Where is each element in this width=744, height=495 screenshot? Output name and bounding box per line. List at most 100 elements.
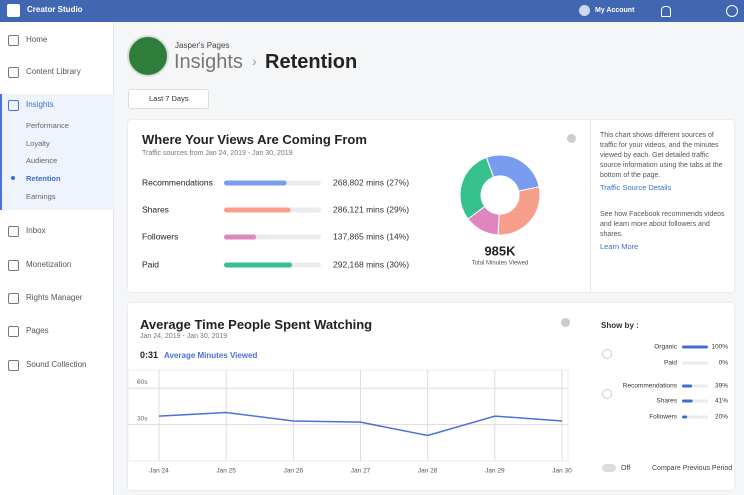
help[interactable]	[726, 5, 738, 17]
show-by-name: Recommendations	[623, 383, 678, 390]
bar	[224, 207, 291, 213]
nav-item[interactable]: Insights	[26, 100, 54, 109]
nav-subitem[interactable]: Audience	[26, 156, 58, 165]
nav-icon	[8, 100, 19, 111]
x-tick-label: Jan 24	[149, 468, 169, 475]
nav-subitem[interactable]: Earnings	[26, 192, 56, 201]
bar	[682, 345, 708, 349]
nav-icon	[8, 293, 19, 304]
top-bar: Creator Studio My Account	[0, 0, 744, 22]
section: Insights	[174, 51, 243, 73]
page-avatar	[127, 35, 169, 77]
traffic-card: Where Your Views Are Coming From Traffic…	[128, 120, 734, 292]
title: Retention	[265, 51, 358, 73]
filter-label: Last 7 Days	[149, 94, 189, 103]
source-name: Paid	[142, 259, 159, 269]
info-text: This chart shows different sources of tr…	[600, 132, 723, 179]
show-by-name: Paid	[664, 360, 677, 367]
nav-item[interactable]: Inbox	[26, 226, 46, 235]
donut-slice	[485, 154, 540, 192]
account-menu[interactable]: My Account	[595, 7, 635, 14]
compare-label: Compare Previous Period	[652, 465, 733, 472]
link[interactable]: Traffic Source Details	[600, 183, 672, 192]
nav-item[interactable]: Rights Manager	[26, 293, 83, 302]
active-dot	[11, 176, 15, 180]
card-title: Average Time People Spent Watching	[140, 317, 373, 332]
nav-subitem[interactable]: Loyalty	[26, 139, 50, 148]
nav-icon	[8, 360, 19, 371]
show-by-name: Organic	[654, 344, 678, 351]
nav-icon	[8, 326, 19, 337]
info-text: See how Facebook recommends videos and l…	[600, 211, 725, 238]
source-value: 292,168 mins (30%)	[333, 259, 409, 269]
line	[158, 411, 563, 437]
y-tick-label: 60s	[137, 379, 148, 386]
show-by-value: 41%	[715, 398, 728, 405]
x-tick-label: Jan 27	[351, 468, 371, 475]
watch-chart: 30s 60s Jan 24 Jan 25 Jan 26 Jan 27 Jan 28 Jan …	[128, 344, 728, 475]
total-caption: Total Minutes Viewed	[472, 261, 529, 267]
donut-slice	[497, 186, 541, 236]
total: 985K	[484, 243, 516, 258]
nav-item[interactable]: Monetization	[26, 260, 72, 269]
summary-value: 0:31	[140, 350, 159, 360]
x-tick-label: Jan 29	[485, 468, 505, 475]
donut-slice	[459, 156, 495, 220]
show-by-name: Followers	[649, 414, 678, 421]
traffic-chart: Recommendations 268,802 mins (27%) Shares 2…	[142, 154, 541, 269]
show-by-name: Shares	[656, 398, 677, 405]
show-by-title: Show by :	[601, 321, 639, 330]
card-subtitle: Jan 24, 2019 - Jan 30, 2019	[140, 333, 228, 340]
nav-icon	[8, 260, 19, 271]
card-title: Where Your Views Are Coming From	[142, 132, 367, 147]
nav-icon	[8, 35, 19, 46]
nav-item[interactable]: Home	[26, 35, 48, 44]
radio[interactable]	[602, 349, 612, 359]
source-value: 286,121 mins (29%)	[333, 204, 409, 214]
nav-icon	[8, 226, 19, 237]
show-by-value: 20%	[715, 414, 728, 421]
source-name: Followers	[142, 231, 178, 241]
source-name: Shares	[142, 204, 169, 214]
nav-item[interactable]: Sound Collection	[26, 360, 87, 369]
summary-label: Average Minutes Viewed	[164, 351, 258, 360]
x-tick-label: Jan 28	[418, 468, 438, 475]
app-name: Creator Studio	[27, 5, 83, 14]
card-subtitle: Traffic sources from Jan 24, 2019 - Jan …	[142, 150, 293, 157]
plot-frame	[128, 369, 569, 462]
avatar	[579, 5, 590, 16]
nav-subitem[interactable]: Performance	[26, 121, 69, 130]
separator: ›	[252, 53, 257, 69]
show-by-value: 39%	[715, 383, 728, 390]
info-icon[interactable]	[561, 318, 570, 327]
y-tick-label: 30s	[137, 415, 148, 422]
link[interactable]: Learn More	[600, 242, 639, 251]
source-name: Recommendations	[142, 177, 213, 187]
divider	[590, 120, 591, 292]
nav-item[interactable]: Content Library	[26, 67, 81, 76]
date-filter[interactable]: Last 7 Days	[128, 89, 209, 109]
bar	[224, 234, 257, 240]
bar	[682, 415, 688, 419]
active-group	[0, 94, 114, 210]
bar	[682, 384, 693, 388]
x-tick-label: Jan 30	[552, 468, 572, 475]
notifications[interactable]	[661, 6, 671, 17]
bar	[224, 180, 287, 186]
show-by-value: 100%	[711, 344, 728, 351]
radio[interactable]	[602, 389, 612, 399]
toggle[interactable]	[602, 464, 616, 472]
nav-subitem[interactable]: Retention	[26, 174, 61, 183]
bar	[682, 399, 693, 403]
x-tick-label: Jan 25	[216, 468, 236, 475]
info-icon[interactable]	[567, 134, 576, 143]
source-value: 268,802 mins (27%)	[333, 177, 409, 187]
fb-logo	[7, 4, 20, 17]
nav-icon	[8, 67, 19, 78]
toggle-label: Off	[621, 465, 631, 472]
page-name[interactable]: Jasper's Pages	[175, 41, 230, 50]
bar	[224, 262, 292, 268]
sidebar	[0, 22, 114, 495]
nav-item[interactable]: Pages	[26, 326, 49, 335]
